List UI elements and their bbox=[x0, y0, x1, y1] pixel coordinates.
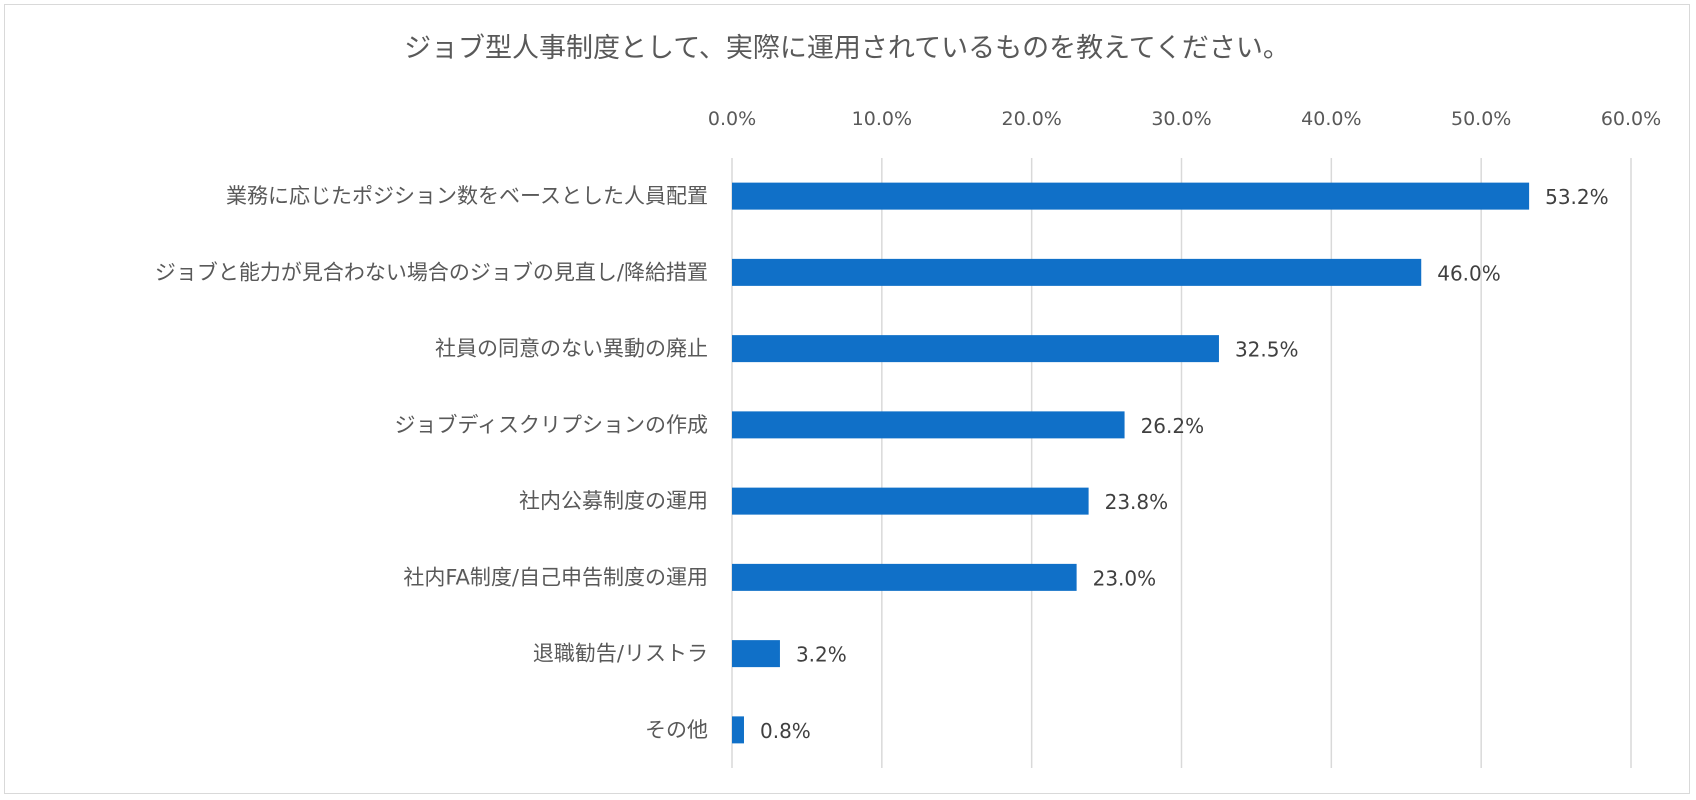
data-label: 3.2% bbox=[796, 643, 847, 667]
x-tick-label: 30.0% bbox=[1151, 108, 1211, 130]
x-tick-label: 40.0% bbox=[1301, 108, 1361, 130]
x-tick-label: 60.0% bbox=[1601, 108, 1661, 130]
x-tick-label: 50.0% bbox=[1451, 108, 1511, 130]
gridlines bbox=[731, 158, 1632, 768]
bar bbox=[732, 640, 780, 668]
bar bbox=[732, 487, 1089, 515]
x-tick-label: 20.0% bbox=[1001, 108, 1061, 130]
data-label: 46.0% bbox=[1437, 261, 1501, 285]
bar bbox=[732, 182, 1530, 210]
bar bbox=[732, 258, 1422, 286]
category-labels: 業務に応じたポジション数をベースとした人員配置ジョブと能力が見合わない場合のジョ… bbox=[155, 184, 708, 742]
data-label: 32.5% bbox=[1235, 338, 1299, 362]
data-label: 23.0% bbox=[1093, 566, 1157, 590]
data-labels: 53.2% 46.0% 32.5% 26.2% 23.8% 23.0% 3.2% 0.8% bbox=[760, 185, 1609, 743]
data-label: 23.8% bbox=[1105, 490, 1169, 514]
category-label: 社内公募制度の運用 bbox=[519, 489, 708, 513]
category-label: ジョブと能力が見合わない場合のジョブの見直し/降給措置 bbox=[155, 260, 708, 284]
data-label: 0.8% bbox=[760, 719, 811, 743]
bar bbox=[732, 335, 1219, 363]
data-label: 26.2% bbox=[1141, 414, 1205, 438]
x-axis-ticks: 0.0% 10.0% 20.0% 30.0% 40.0% 50.0% 60.0% bbox=[708, 108, 1661, 130]
category-label: 社内FA制度/自己申告制度の運用 bbox=[403, 565, 708, 589]
chart-title: ジョブ型人事制度として、実際に運用されているものを教えてください。 bbox=[404, 33, 1290, 64]
bar bbox=[732, 563, 1077, 591]
category-label: ジョブディスクリプションの作成 bbox=[394, 413, 708, 437]
bars bbox=[732, 182, 1530, 744]
category-label: 業務に応じたポジション数をベースとした人員配置 bbox=[226, 184, 708, 208]
category-label: 社員の同意のない異動の廃止 bbox=[435, 337, 708, 361]
category-label: その他 bbox=[645, 718, 708, 742]
bar bbox=[732, 716, 744, 744]
x-tick-label: 0.0% bbox=[708, 108, 756, 130]
x-tick-label: 10.0% bbox=[852, 108, 912, 130]
category-label: 退職勧告/リストラ bbox=[533, 642, 708, 666]
chart-frame bbox=[4, 4, 1690, 794]
data-label: 53.2% bbox=[1545, 185, 1609, 209]
bar bbox=[732, 411, 1125, 439]
